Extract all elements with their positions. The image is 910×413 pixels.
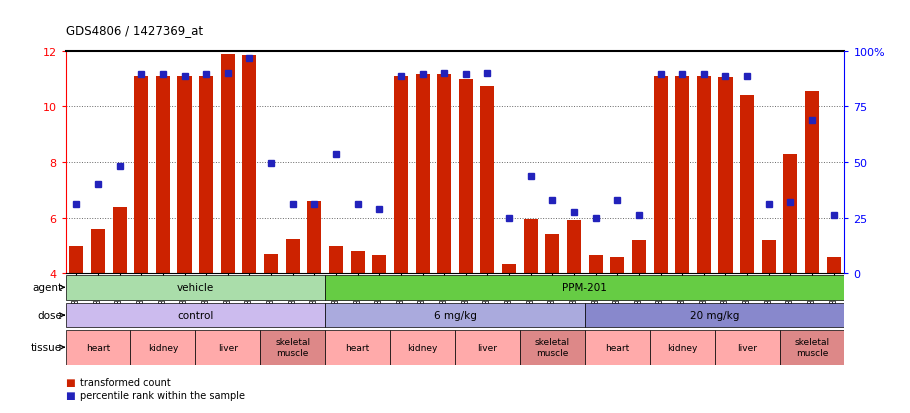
Bar <box>372 256 387 274</box>
Bar <box>675 76 689 274</box>
Bar <box>66 275 325 300</box>
Text: agent: agent <box>32 282 62 292</box>
Bar <box>66 303 325 328</box>
Text: liver: liver <box>478 343 498 352</box>
Bar <box>589 256 602 274</box>
Text: percentile rank within the sample: percentile rank within the sample <box>80 390 245 400</box>
Text: heart: heart <box>346 343 369 352</box>
Bar <box>611 257 624 274</box>
Bar <box>325 330 390 365</box>
Text: kidney: kidney <box>147 343 178 352</box>
Bar <box>308 202 321 274</box>
Text: transformed count: transformed count <box>80 377 171 387</box>
Bar <box>199 76 213 274</box>
Bar <box>113 207 126 274</box>
Bar <box>762 240 776 274</box>
Bar <box>134 76 148 274</box>
Bar <box>350 252 365 274</box>
Bar <box>567 221 581 274</box>
Text: tissue: tissue <box>31 342 62 352</box>
Bar <box>697 76 711 274</box>
Bar <box>196 330 260 365</box>
Text: heart: heart <box>86 343 110 352</box>
Text: PPM-201: PPM-201 <box>562 282 607 292</box>
Text: vehicle: vehicle <box>177 282 214 292</box>
Bar <box>805 92 819 274</box>
Bar <box>242 56 257 274</box>
Bar <box>221 55 235 274</box>
Bar <box>69 246 84 274</box>
Bar <box>325 303 585 328</box>
Bar <box>260 330 325 365</box>
Bar <box>480 86 494 274</box>
Text: skeletal
muscle: skeletal muscle <box>535 338 570 357</box>
Bar <box>329 246 343 274</box>
Bar <box>585 330 650 365</box>
Bar <box>177 76 192 274</box>
Bar <box>394 76 408 274</box>
Text: ■: ■ <box>66 390 76 400</box>
Bar <box>390 330 455 365</box>
Bar <box>585 303 844 328</box>
Text: dose: dose <box>37 310 62 320</box>
Text: liver: liver <box>217 343 238 352</box>
Bar <box>520 330 585 365</box>
Bar <box>459 79 473 274</box>
Bar <box>780 330 844 365</box>
Bar <box>545 235 560 274</box>
Text: heart: heart <box>605 343 630 352</box>
Bar <box>325 275 844 300</box>
Bar <box>286 239 299 274</box>
Bar <box>714 330 780 365</box>
Bar <box>156 76 170 274</box>
Text: 6 mg/kg: 6 mg/kg <box>433 310 477 320</box>
Bar <box>455 330 520 365</box>
Text: ■: ■ <box>66 377 76 387</box>
Text: control: control <box>177 310 214 320</box>
Bar <box>740 96 754 274</box>
Bar <box>437 75 451 274</box>
Bar <box>502 264 516 274</box>
Text: 20 mg/kg: 20 mg/kg <box>690 310 739 320</box>
Text: GDS4806 / 1427369_at: GDS4806 / 1427369_at <box>66 24 203 37</box>
Bar <box>523 220 538 274</box>
Text: liver: liver <box>737 343 757 352</box>
Bar <box>66 330 130 365</box>
Bar <box>416 75 430 274</box>
Bar <box>650 330 714 365</box>
Text: skeletal
muscle: skeletal muscle <box>794 338 830 357</box>
Bar <box>653 76 668 274</box>
Bar <box>91 229 105 274</box>
Bar <box>784 154 797 274</box>
Bar <box>632 240 646 274</box>
Bar <box>264 254 278 274</box>
Text: skeletal
muscle: skeletal muscle <box>275 338 310 357</box>
Bar <box>130 330 196 365</box>
Text: kidney: kidney <box>408 343 438 352</box>
Text: kidney: kidney <box>667 343 697 352</box>
Bar <box>718 78 733 274</box>
Bar <box>826 257 841 274</box>
